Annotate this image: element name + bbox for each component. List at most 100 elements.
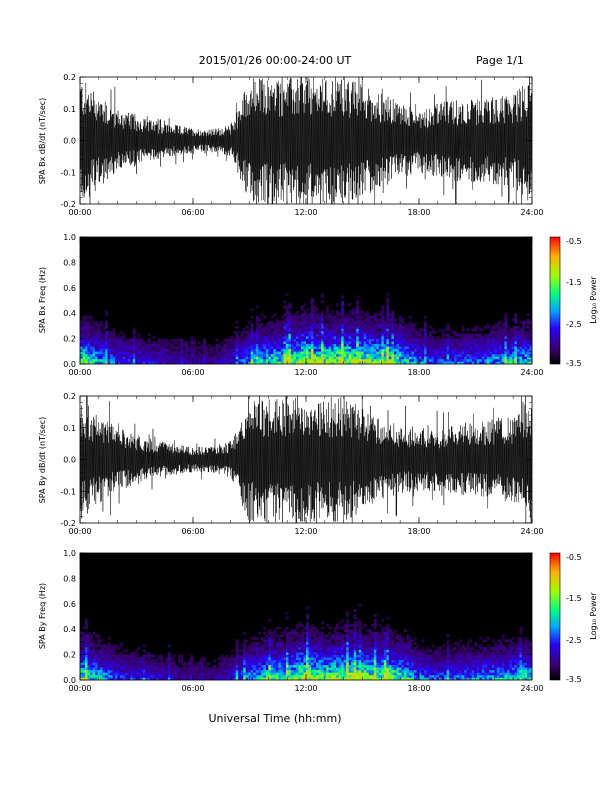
spectrogram-cell: [363, 624, 367, 627]
spectrogram-cell: [87, 662, 91, 666]
spectrogram-cell: [235, 351, 239, 355]
spectrogram-cell: [336, 343, 339, 347]
spectrogram-cell: [489, 346, 493, 350]
spectrogram-cell: [260, 330, 264, 334]
spectrogram-cell: [474, 348, 478, 352]
spectrogram-cell: [341, 664, 344, 668]
spectrogram-cell: [308, 636, 312, 640]
spectrogram-cell: [318, 664, 322, 668]
spectrogram-cell: [275, 634, 279, 638]
spectrogram-cell: [115, 343, 118, 347]
spectrogram-cell: [117, 672, 121, 676]
spectrogram-cell: [110, 672, 113, 676]
spectrogram-cell: [378, 338, 382, 342]
spectrogram-cell: [393, 652, 397, 655]
spectrogram-cell: [240, 649, 244, 653]
spectrogram-cell: [386, 626, 390, 630]
spectrogram-cell: [142, 348, 146, 352]
spectrogram-cell: [323, 644, 327, 648]
spectrogram-cell: [122, 361, 126, 365]
spectrogram-cell: [391, 639, 395, 643]
spectrogram-cell: [373, 626, 377, 630]
spectrogram-cell: [132, 657, 136, 660]
spectrogram-cell: [328, 356, 332, 360]
spectrogram-cell: [426, 353, 430, 357]
spectrogram-cell: [366, 323, 370, 327]
spectrogram-cell: [102, 677, 106, 681]
spectrogram-cell: [408, 343, 412, 347]
spectrogram-cell: [401, 351, 405, 355]
spectrogram-cell: [298, 353, 302, 357]
spectrogram-cell: [393, 348, 397, 352]
spectrogram-cell: [82, 636, 86, 640]
spectrogram-cell: [514, 313, 518, 317]
spectrogram-cell: [240, 677, 244, 681]
spectrogram-cell: [373, 634, 377, 638]
spectrogram-cell: [411, 356, 415, 360]
spectrogram-cell: [283, 320, 287, 324]
spectrogram-cell: [333, 644, 337, 648]
spectrogram-cell: [504, 361, 508, 365]
spectrogram-cell: [105, 652, 108, 655]
spectrogram-cell: [87, 654, 91, 658]
spectrogram-cell: [353, 361, 357, 365]
spectrogram-cell: [137, 353, 141, 357]
spectrogram-cell: [381, 649, 385, 653]
spectrogram-cell: [346, 348, 349, 352]
spectrogram-cell: [245, 346, 249, 350]
spectrogram-cell: [278, 626, 282, 630]
spectrogram-cell: [100, 677, 103, 681]
spectrogram-cell: [351, 652, 355, 655]
spectrogram-cell: [265, 341, 269, 344]
spectrogram-cell: [213, 358, 216, 362]
spectrogram-cell: [190, 677, 194, 681]
spectrogram-cell: [413, 348, 417, 352]
spectrogram-cell: [479, 336, 483, 339]
spectrogram-cell: [203, 356, 206, 360]
spectrogram-cell: [383, 338, 387, 342]
spectrogram-cell: [255, 636, 259, 640]
spectrogram-cell: [346, 646, 349, 650]
spectrogram-cell: [336, 654, 339, 658]
spectrogram-cell: [348, 677, 352, 681]
spectrogram-cell: [92, 646, 96, 650]
spectrogram-cell: [278, 325, 282, 329]
spectrogram-cell: [479, 358, 483, 362]
spectrogram-cell: [85, 353, 88, 357]
spectrogram-cell: [461, 356, 465, 360]
spectrogram-cell: [321, 626, 324, 630]
spectrogram-cell: [268, 320, 272, 324]
spectrogram-cell: [346, 664, 349, 668]
spectrogram-cell: [275, 318, 279, 322]
spectrogram-cell: [336, 336, 339, 339]
spectrogram-cell: [348, 631, 352, 635]
spectrogram-cell: [373, 346, 377, 350]
spectrogram-cell: [185, 677, 189, 681]
spectrogram-cell: [233, 353, 236, 357]
spectrogram-cell: [218, 664, 221, 668]
spectrogram-cell: [273, 353, 277, 357]
spectrogram-cell: [331, 320, 334, 324]
spectrogram-cell: [306, 318, 309, 322]
spectrogram-cell: [419, 351, 422, 355]
spectrogram-cell: [363, 644, 367, 648]
spectrogram-cell: [363, 313, 367, 317]
spectrogram-cell: [311, 634, 314, 638]
spectrogram-cell: [278, 646, 282, 650]
spectrogram-cell: [316, 308, 319, 311]
spectrogram-cell: [120, 677, 123, 681]
spectrogram-cell: [140, 667, 144, 671]
spectrogram-cell: [248, 667, 252, 671]
spectrogram-cell: [326, 341, 329, 344]
spectrogram-cell: [426, 358, 430, 362]
spectrogram-cell: [311, 639, 314, 643]
spectrogram-cell: [97, 654, 101, 658]
spectrogram-cell: [300, 657, 304, 660]
spectrogram-cell: [290, 659, 294, 663]
spectrogram-cell: [306, 641, 309, 645]
spectrogram-cell: [185, 356, 189, 360]
spectrogram-cell: [356, 295, 360, 299]
spectrogram-cell: [300, 328, 304, 332]
spectrogram-cell: [268, 346, 272, 350]
x-tick-label: 00:00: [68, 527, 91, 536]
